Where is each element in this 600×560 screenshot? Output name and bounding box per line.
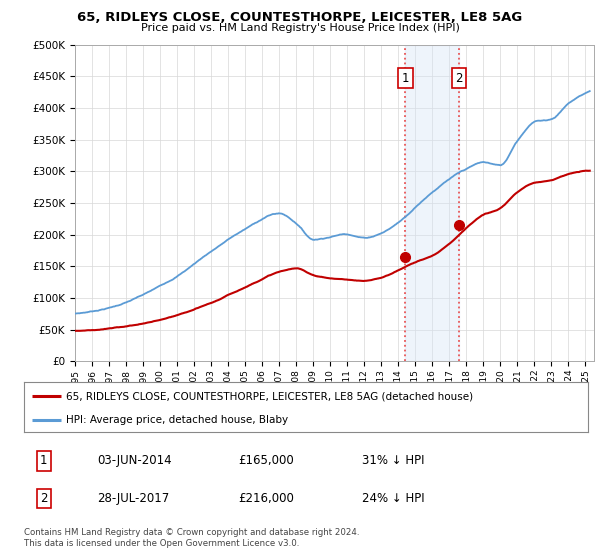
Text: Contains HM Land Registry data © Crown copyright and database right 2024.
This d: Contains HM Land Registry data © Crown c…: [24, 528, 359, 548]
Text: 31% ↓ HPI: 31% ↓ HPI: [362, 454, 425, 467]
Text: £165,000: £165,000: [238, 454, 294, 467]
Text: 24% ↓ HPI: 24% ↓ HPI: [362, 492, 425, 505]
Text: 65, RIDLEYS CLOSE, COUNTESTHORPE, LEICESTER, LE8 5AG (detached house): 65, RIDLEYS CLOSE, COUNTESTHORPE, LEICES…: [66, 391, 473, 401]
Bar: [406, 45, 459, 361]
Text: 2: 2: [40, 492, 47, 505]
Text: 1: 1: [402, 72, 409, 85]
Text: 2: 2: [455, 72, 463, 85]
Text: HPI: Average price, detached house, Blaby: HPI: Average price, detached house, Blab…: [66, 415, 289, 424]
Text: 03-JUN-2014: 03-JUN-2014: [97, 454, 172, 467]
Text: £216,000: £216,000: [238, 492, 294, 505]
Text: 28-JUL-2017: 28-JUL-2017: [97, 492, 170, 505]
Text: 1: 1: [40, 454, 47, 467]
Text: Price paid vs. HM Land Registry's House Price Index (HPI): Price paid vs. HM Land Registry's House …: [140, 23, 460, 33]
Text: 65, RIDLEYS CLOSE, COUNTESTHORPE, LEICESTER, LE8 5AG: 65, RIDLEYS CLOSE, COUNTESTHORPE, LEICES…: [77, 11, 523, 24]
